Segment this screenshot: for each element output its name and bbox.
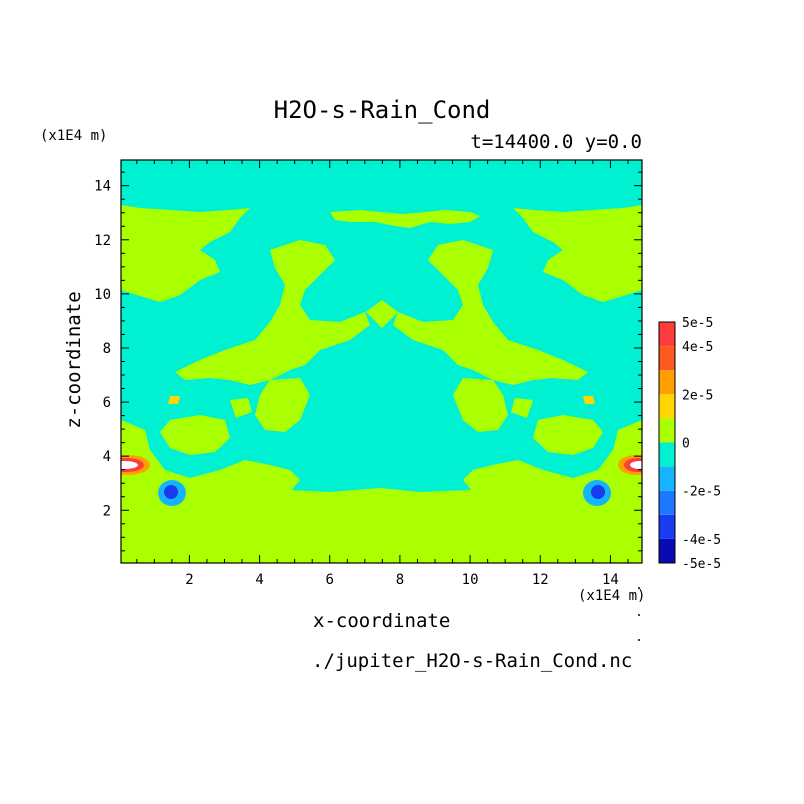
x-tick-label: 2 [185, 572, 193, 588]
colorbar-label: -2e-5 [682, 485, 721, 500]
contour-coldspot-left-core [164, 485, 178, 499]
colorbar-label: -4e-5 [682, 533, 721, 548]
y-axis-units: (x1E4 m) [40, 128, 108, 144]
y-tick-label: 12 [94, 233, 111, 249]
x-tick-label: 12 [532, 572, 549, 588]
contour-region-left-plume [175, 240, 370, 385]
colorbar-swatch [659, 490, 675, 515]
y-tick-label: 4 [103, 449, 111, 465]
x-tick-label: 10 [462, 572, 479, 588]
y-axis-ticks: 2 4 6 8 10 12 14 [94, 171, 642, 552]
x-tick-label: 8 [396, 572, 404, 588]
contour-region-center-diamond [366, 300, 398, 328]
colorbar-swatch [659, 370, 675, 395]
colorbar-swatch [659, 466, 675, 491]
contour-region-top-center [330, 210, 480, 228]
contour-region-left-mid [255, 378, 310, 432]
contour-region-lower-layer [121, 488, 642, 563]
contour-region-right-edge [463, 420, 642, 500]
x-tick-label: 14 [602, 572, 619, 588]
contour-coldspot-right-core [591, 485, 605, 499]
corner-dot-3 [638, 639, 640, 641]
contour-region-upper-right-b [588, 220, 613, 234]
contour-hotspot-left-core [121, 461, 138, 469]
colorbar-swatch [659, 538, 675, 563]
y-tick-label: 8 [103, 341, 111, 357]
contour-region-right-mid [453, 378, 508, 432]
colorbar-swatch [659, 418, 675, 443]
x-axis-units: (x1E4 m) [578, 588, 646, 604]
x-tick-label: 4 [255, 572, 263, 588]
contour-hotspot-right-core [630, 461, 642, 469]
colorbar: 5e-5 4e-5 2e-5 0 -2e-5 -4e-5 -5e-5 [658, 316, 721, 572]
colorbar-label: 2e-5 [682, 388, 713, 403]
x-tick-label: 6 [326, 572, 334, 588]
colorbar-swatch [659, 322, 675, 347]
contour-region-orange-right [583, 396, 595, 404]
contour-region-upper-left-b [150, 220, 175, 234]
corner-dot-1 [638, 587, 640, 589]
y-tick-label: 10 [94, 287, 111, 303]
colorbar-swatch [659, 346, 675, 371]
chart-title: H2O-s-Rain_Cond [273, 96, 491, 124]
contour-region-right-mid-b [533, 415, 603, 455]
contour-region-orange-left [168, 396, 180, 404]
x-axis-label: x-coordinate [313, 610, 451, 632]
y-tick-label: 2 [103, 503, 111, 519]
contour-region-right-plume [393, 240, 588, 385]
y-tick-label: 14 [94, 179, 111, 195]
colorbar-swatch [659, 442, 675, 467]
source-file-label: ./jupiter_H2O-s-Rain_Cond.nc [312, 650, 633, 672]
y-tick-label: 6 [103, 395, 111, 411]
colorbar-label: -5e-5 [682, 557, 721, 572]
contour-region-left-edge [121, 420, 300, 500]
contour-region-right-small [511, 398, 533, 418]
colorbar-frame [658, 321, 676, 564]
x-axis-ticks: 2 4 6 8 10 12 14 [136, 160, 629, 588]
chart-subtitle: t=14400.0 y=0.0 [470, 131, 642, 153]
contour-field [121, 160, 642, 563]
corner-dot-2 [638, 614, 640, 616]
colorbar-label: 0 [682, 437, 690, 452]
contour-region-left-mid-b [160, 415, 230, 455]
contour-region-left-small [230, 398, 252, 418]
colorbar-label: 5e-5 [682, 316, 713, 331]
colorbar-label: 4e-5 [682, 340, 713, 355]
colorbar-swatch [659, 394, 675, 419]
corner-marks [638, 587, 640, 641]
colorbar-swatch [659, 514, 675, 539]
